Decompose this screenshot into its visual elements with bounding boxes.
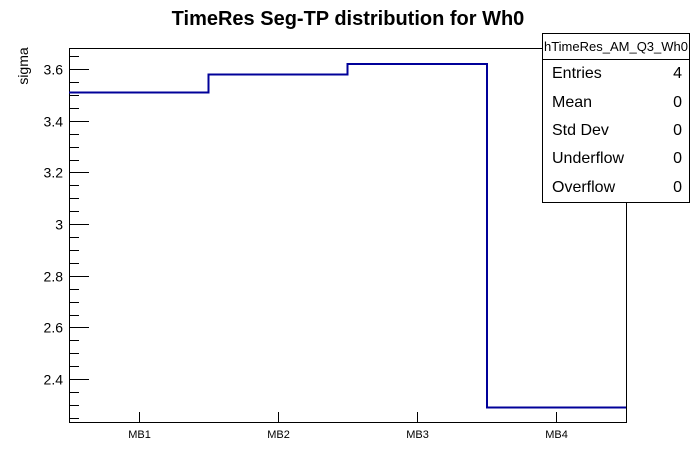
plot-frame bbox=[69, 48, 627, 423]
x-tick-label: MB2 bbox=[267, 429, 290, 441]
stats-value: 4 bbox=[673, 65, 682, 83]
y-tick-label: 3 bbox=[55, 217, 63, 233]
histogram-line bbox=[69, 63, 626, 409]
stats-value: 0 bbox=[673, 150, 682, 168]
y-tick-label: 3.2 bbox=[44, 165, 64, 181]
stats-row: Overflow 0 bbox=[543, 174, 689, 202]
stats-label: Entries bbox=[552, 65, 602, 83]
y-tick-label: 2.8 bbox=[44, 269, 64, 285]
stats-value: 0 bbox=[673, 93, 682, 111]
stats-value: 0 bbox=[673, 122, 682, 140]
stats-label: Std Dev bbox=[552, 122, 609, 140]
stats-row: Std Dev 0 bbox=[543, 117, 689, 145]
stats-label: Overflow bbox=[552, 178, 616, 196]
y-tick-label: 2.4 bbox=[44, 372, 64, 388]
x-tick-label: MB1 bbox=[128, 429, 151, 441]
x-tick-label: MB4 bbox=[545, 429, 568, 441]
stats-row: Mean 0 bbox=[543, 88, 689, 116]
y-tick-label: 3.4 bbox=[44, 114, 64, 130]
stats-row: Entries 4 bbox=[543, 60, 689, 88]
x-tick-label: MB3 bbox=[406, 429, 429, 441]
stats-label: Mean bbox=[552, 93, 593, 111]
y-tick-label: 3.6 bbox=[44, 62, 64, 78]
stats-box-title: hTimeRes_AM_Q3_Wh0 bbox=[543, 34, 689, 60]
stats-value: 0 bbox=[673, 178, 682, 196]
stats-label: Underflow bbox=[552, 150, 625, 168]
plot-title: TimeRes Seg-TP distribution for Wh0 bbox=[171, 8, 525, 30]
stats-box: hTimeRes_AM_Q3_Wh0 Entries 4 Mean 0 Std … bbox=[542, 33, 690, 203]
stats-row: Underflow 0 bbox=[543, 145, 689, 173]
y-tick-label: 2.6 bbox=[44, 320, 64, 336]
